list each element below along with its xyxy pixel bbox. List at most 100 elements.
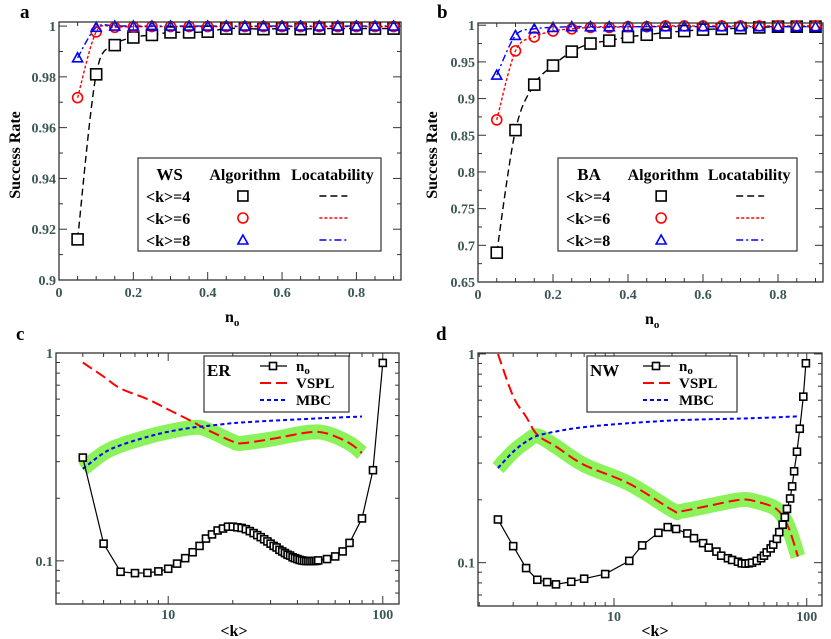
legend-box [137,157,382,252]
y-axis-label-b: Success Rate [424,111,441,199]
square-marker [698,538,708,548]
square-marker [195,541,204,551]
axis-ticks [477,23,823,283]
triangle-marker [275,19,289,31]
axis-ticks [55,352,399,604]
legend-label-main: n [679,359,688,375]
x-axis-label-main: n [225,309,234,326]
square-marker [154,567,163,576]
square-marker [696,23,710,36]
square-marker [774,527,784,537]
x-axis-label-a: no [225,309,240,329]
legend-header: Algorithm [209,167,281,184]
x-tick-label: 0 [56,286,63,301]
square-marker [780,512,790,522]
legend-title: ER [207,361,231,380]
triangle-marker [71,51,84,63]
square-marker [654,528,663,538]
square-marker [78,453,88,462]
plot-frame [58,21,402,281]
x-axis-label-d: <k> [641,623,668,639]
triangle-marker [257,19,270,31]
y-tick-label: 0.95 [451,56,476,71]
legend-label-main: MBC [679,393,714,409]
legend-label: <k>=4 [146,189,190,206]
x-tick-label: 0.2 [544,288,562,303]
y-tick-label: 0.1 [36,555,54,570]
triangle-marker [368,19,382,31]
x-tick-label: 0.8 [348,286,366,301]
square-marker [663,522,673,532]
square-marker [313,556,323,565]
square-marker [163,564,173,574]
legend-label: <k>=6 [566,211,610,228]
triangle-marker [201,19,215,31]
triangle-marker [752,20,766,32]
square-marker [219,22,233,35]
locatability-line [76,23,394,59]
y-tick-label: 0.96 [32,122,57,137]
square-marker [792,447,802,457]
square-marker [801,358,811,368]
square-marker [795,424,805,434]
legend-label-main: MBC [296,393,331,409]
y-tick-label: 0.9 [39,274,57,289]
square-marker [546,59,560,72]
square-marker [257,22,270,36]
legend-label: VSPL [296,376,334,392]
legend-label: <k>=8 [566,233,610,250]
triangle-marker [527,22,541,34]
square-marker [521,563,531,573]
x-axis-label-main: n [645,311,654,328]
square-marker [331,22,345,35]
square-marker [509,123,522,137]
square-marker [368,22,382,35]
y-tick-label: 1 [468,348,475,363]
legend-label: no [679,359,693,377]
square-marker [143,568,152,578]
square-marker [621,30,635,44]
circle-marker [528,31,541,43]
square-marker [527,78,541,91]
triangle-marker [182,19,196,31]
square-marker [116,567,125,577]
x-tick-label: 10 [607,610,621,625]
square-marker [624,556,634,566]
square-marker [682,529,692,538]
triangle-marker [654,233,668,245]
x-tick-label: 0.6 [273,286,291,301]
triangle-marker [164,19,177,31]
mbc-line [497,415,798,469]
square-marker [312,22,326,35]
square-marker [357,514,367,523]
square-marker [294,22,307,36]
legend-header: Algorithm [628,167,700,184]
plot-panel-a: 0 0.2 0.4 0.6 0.8 0.9 0.92 0.94 0.96 0.98 1 WS Algor… [32,19,402,301]
triangle-marker [331,19,345,31]
x-tick-label: 0 [475,288,482,303]
square-marker [130,568,140,578]
square-marker [387,22,400,35]
square-marker [778,520,787,529]
triangle-marker [89,20,103,33]
y-tick-label: 0.92 [32,223,57,238]
square-marker [551,580,561,589]
square-marker [172,559,182,568]
square-marker [600,569,610,579]
square-marker [338,547,347,556]
legend-label: no [296,359,310,377]
square-marker [584,37,597,50]
triangle-marker [294,19,307,31]
square-marker [350,22,363,35]
square-marker [782,504,792,514]
y-tick-label: 1 [468,19,475,34]
y-tick-label: 0.75 [451,203,476,218]
square-marker [566,577,576,587]
vspl-line [497,353,799,557]
legend-label: MBC [296,393,331,409]
circle-marker [565,23,578,35]
plot-panel-b: 0 0.2 0.4 0.6 0.8 0.65 0.7 0.75 0.8 0.85 0.9 0.95 1 B… [451,19,824,303]
